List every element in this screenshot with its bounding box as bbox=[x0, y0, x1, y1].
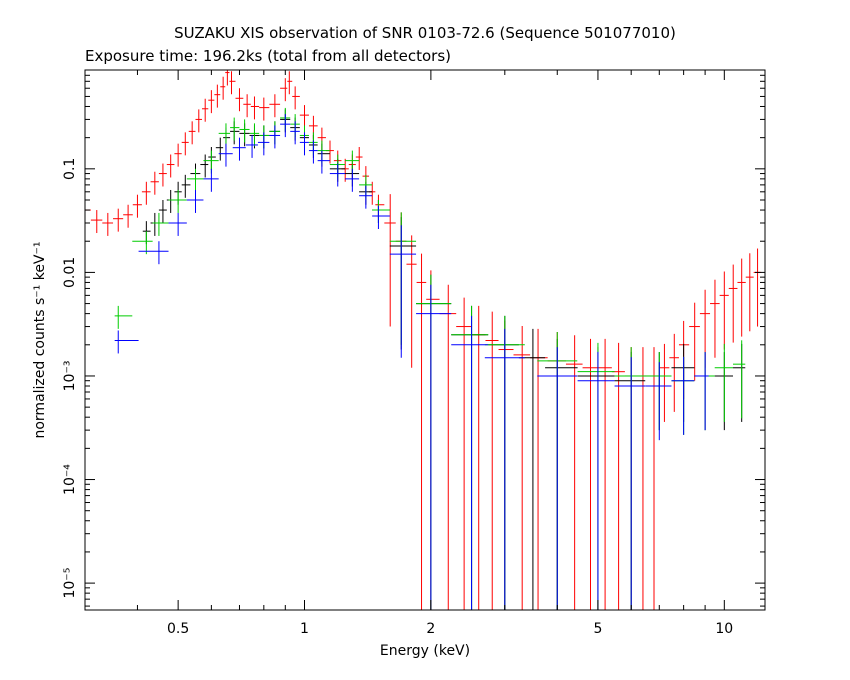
series-1 bbox=[142, 109, 746, 610]
data-series-layer bbox=[84, 70, 762, 610]
x-tick-label: 5 bbox=[593, 621, 602, 637]
series-3 bbox=[114, 114, 709, 610]
x-axis-label: Energy (keV) bbox=[380, 643, 470, 659]
axis-ticks: 0.5 1 2 5 10 0.1 0.01 10⁻³ 10⁻⁴ 10⁻⁵ bbox=[62, 69, 765, 637]
x-tick-label: 2 bbox=[426, 621, 435, 637]
series-0 bbox=[84, 70, 762, 610]
chart-subtitle: Exposure time: 196.2ks (total from all d… bbox=[85, 47, 451, 65]
x-tick-label: 1 bbox=[300, 621, 309, 637]
y-tick-label: 10⁻⁵ bbox=[62, 568, 78, 599]
y-tick-label: 0.01 bbox=[62, 257, 78, 288]
y-tick-label: 10⁻³ bbox=[62, 361, 78, 392]
x-tick-label: 10 bbox=[715, 621, 733, 637]
y-axis-label: normalized counts s⁻¹ keV⁻¹ bbox=[32, 241, 48, 438]
x-tick-label: 0.5 bbox=[167, 621, 189, 637]
y-tick-label: 0.1 bbox=[62, 158, 78, 180]
series-2 bbox=[114, 107, 746, 610]
chart-title: SUZAKU XIS observation of SNR 0103-72.6 … bbox=[174, 24, 676, 42]
plot-frame bbox=[84, 69, 766, 611]
y-tick-label: 10⁻⁴ bbox=[62, 464, 78, 495]
